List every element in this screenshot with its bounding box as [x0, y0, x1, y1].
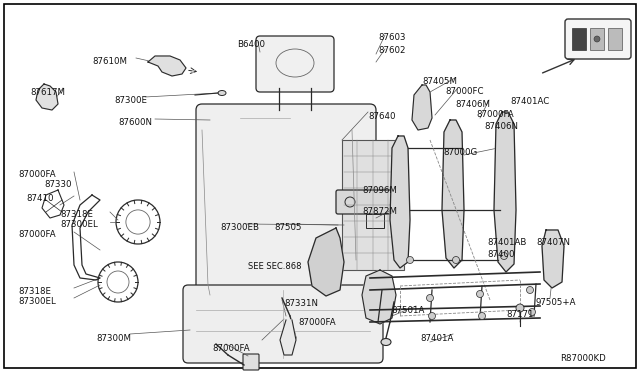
Text: 87000FA: 87000FA — [18, 230, 56, 239]
Circle shape — [500, 253, 508, 260]
Text: 87600N: 87600N — [118, 118, 152, 127]
Text: 87603: 87603 — [378, 33, 406, 42]
Text: SEE SEC.868: SEE SEC.868 — [248, 262, 301, 271]
Bar — [572, 28, 586, 50]
Text: 87000FA: 87000FA — [212, 344, 250, 353]
Text: 87400: 87400 — [487, 250, 515, 259]
Text: 87318E: 87318E — [18, 287, 51, 296]
Circle shape — [479, 312, 486, 320]
Text: 87401AC: 87401AC — [510, 97, 549, 106]
Text: 87331N: 87331N — [284, 299, 318, 308]
FancyBboxPatch shape — [196, 104, 376, 311]
Text: 87610M: 87610M — [92, 57, 127, 66]
Circle shape — [529, 308, 536, 315]
Polygon shape — [412, 85, 432, 130]
Circle shape — [516, 304, 524, 312]
Bar — [366, 214, 384, 228]
Circle shape — [429, 312, 435, 320]
Polygon shape — [36, 84, 58, 110]
Bar — [590, 28, 604, 50]
Text: R87000KD: R87000KD — [560, 354, 605, 363]
Polygon shape — [390, 136, 410, 268]
Polygon shape — [308, 228, 344, 296]
Polygon shape — [442, 120, 464, 268]
Ellipse shape — [218, 90, 226, 96]
Text: 87405M: 87405M — [422, 77, 457, 86]
Text: 87505: 87505 — [274, 223, 301, 232]
Bar — [342, 140, 404, 270]
Text: 87406N: 87406N — [484, 122, 518, 131]
Text: 87300E: 87300E — [114, 96, 147, 105]
Polygon shape — [148, 56, 186, 76]
Text: 87000FA: 87000FA — [298, 318, 335, 327]
Polygon shape — [280, 320, 296, 355]
Polygon shape — [494, 112, 516, 272]
Circle shape — [594, 36, 600, 42]
FancyBboxPatch shape — [183, 285, 383, 363]
Bar — [608, 28, 622, 50]
Circle shape — [527, 286, 534, 294]
Text: 87300EL: 87300EL — [60, 220, 98, 229]
Text: B6400: B6400 — [237, 40, 265, 49]
Text: 87406M: 87406M — [455, 100, 490, 109]
Text: 87000FA: 87000FA — [18, 170, 56, 179]
Text: 87300M: 87300M — [96, 334, 131, 343]
Text: 87401A: 87401A — [420, 334, 453, 343]
Circle shape — [426, 295, 433, 301]
Ellipse shape — [381, 339, 391, 346]
Text: 87640: 87640 — [368, 112, 396, 121]
FancyBboxPatch shape — [565, 19, 631, 59]
Circle shape — [452, 257, 460, 263]
Text: 87000FA: 87000FA — [476, 110, 514, 119]
Text: 87096M: 87096M — [362, 186, 397, 195]
Polygon shape — [542, 230, 564, 288]
Circle shape — [477, 291, 483, 298]
Text: 87318E: 87318E — [60, 210, 93, 219]
Text: 87000FC: 87000FC — [445, 87, 483, 96]
Text: 87300EB: 87300EB — [220, 223, 259, 232]
Polygon shape — [362, 270, 396, 324]
Text: 87407N: 87407N — [536, 238, 570, 247]
FancyBboxPatch shape — [243, 354, 259, 370]
Text: 87171: 87171 — [506, 310, 534, 319]
Text: 87872M: 87872M — [362, 207, 397, 216]
Text: 87410: 87410 — [26, 194, 54, 203]
Text: 87617M: 87617M — [30, 88, 65, 97]
Text: 87401AB: 87401AB — [487, 238, 526, 247]
Text: 87000G: 87000G — [443, 148, 477, 157]
FancyBboxPatch shape — [336, 190, 408, 214]
FancyBboxPatch shape — [256, 36, 334, 92]
Text: 87501A: 87501A — [391, 306, 424, 315]
Text: 87330: 87330 — [44, 180, 72, 189]
Text: 97505+A: 97505+A — [536, 298, 577, 307]
Text: 87602: 87602 — [378, 46, 406, 55]
Text: 87300EL: 87300EL — [18, 297, 56, 306]
Circle shape — [406, 257, 413, 263]
